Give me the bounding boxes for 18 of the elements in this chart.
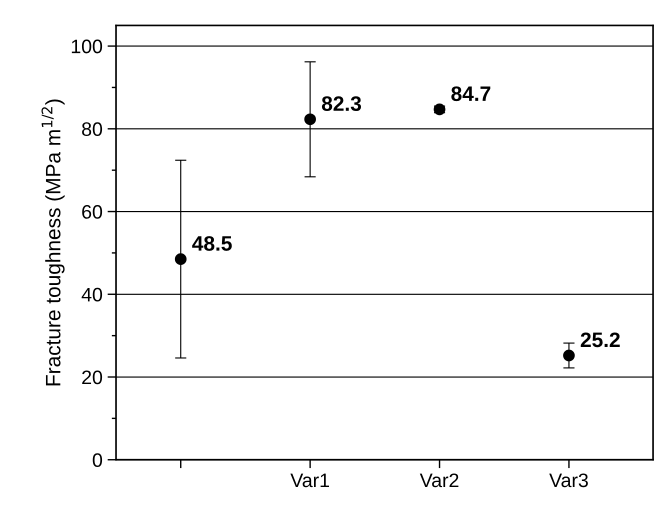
data-label: 25.2 <box>580 332 620 348</box>
x-tick-label: Var3 <box>549 473 588 488</box>
y-tick-label: 40 <box>82 288 102 302</box>
y-axis-title: Fracture toughness (MPa m$^{1/2}$) <box>42 99 65 386</box>
data-label: 48.5 <box>192 236 232 251</box>
x-tick-label: Var1 <box>290 474 330 488</box>
y-tick-label: 60 <box>82 205 102 219</box>
data-label: 84.7 <box>451 86 490 102</box>
point <box>563 350 575 362</box>
y-tick-label: 0 <box>92 453 102 467</box>
y-tick-label: 80 <box>82 122 102 136</box>
point <box>434 104 446 116</box>
y-tick-label: 100 <box>72 40 102 54</box>
point <box>174 253 187 265</box>
point <box>304 113 316 126</box>
data-label: 82.3 <box>322 96 362 112</box>
y-tick-label: 20 <box>82 370 102 384</box>
x-tick-label: Var2 <box>420 473 458 488</box>
